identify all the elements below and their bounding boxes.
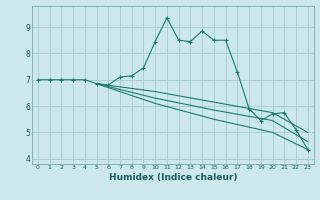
X-axis label: Humidex (Indice chaleur): Humidex (Indice chaleur) <box>108 173 237 182</box>
